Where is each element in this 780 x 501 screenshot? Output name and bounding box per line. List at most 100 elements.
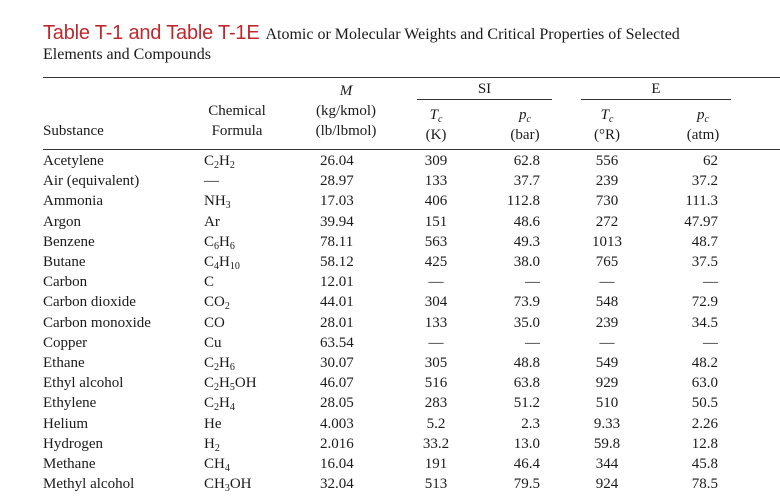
top-rule [43, 77, 780, 78]
critical-temp-k: — [428, 274, 444, 291]
substance-name: Acetylene [43, 153, 104, 169]
chemical-formula: C [204, 274, 215, 291]
critical-temp-k: 309 [424, 153, 448, 169]
substance-name: Air (equivalent) [43, 173, 140, 190]
table-row: Argon Ar 39.94 151 48.6 272 47.97 [0, 212, 780, 232]
chemical-formula: C6H6 [204, 233, 235, 252]
chemical-formula: C4H10 [204, 254, 240, 272]
chemical-formula: C2H4 [204, 395, 235, 414]
critical-temp-k: 305 [424, 355, 448, 371]
critical-pressure-atm: 2.26 [691, 415, 718, 432]
table-row: Ethylene C2H4 28.05 283 51.2 510 50.5 [0, 393, 780, 413]
substance-name: Ammonia [43, 193, 103, 210]
substance-name: Ethane [43, 355, 85, 371]
chemical-formula: CH4 [204, 456, 230, 474]
molecular-weight: 16.04 [320, 456, 354, 472]
header-tc-e: Tc [600, 107, 614, 125]
critical-pressure-bar: 37.7 [513, 173, 540, 190]
critical-temp-k: 191 [424, 456, 448, 472]
critical-pressure-atm: 48.2 [691, 355, 718, 371]
critical-pressure-bar: 62.8 [513, 153, 540, 169]
critical-pressure-bar: 112.8 [506, 193, 540, 210]
header-pc-si-unit: (bar) [510, 127, 540, 143]
substance-name: Methane [43, 456, 96, 472]
substance-name: Ethylene [43, 395, 97, 412]
critical-pressure-bar: 51.2 [513, 395, 540, 412]
header-e-group: E [651, 81, 661, 97]
critical-pressure-atm: 50.5 [691, 395, 718, 412]
substance-name: Benzene [43, 233, 95, 250]
critical-pressure-bar: 73.9 [513, 294, 540, 311]
critical-pressure-atm: 62 [703, 153, 718, 169]
table-row: Helium He 4.003 5.2 2.3 9.33 2.26 [0, 414, 780, 434]
molecular-weight: 17.03 [320, 193, 354, 210]
chemical-formula: He [204, 415, 222, 432]
header-tc-si: Tc [429, 107, 443, 125]
critical-temp-r: 730 [595, 193, 619, 210]
critical-temp-k: 563 [424, 233, 448, 250]
critical-pressure-atm: — [703, 334, 718, 351]
critical-temp-r: 929 [595, 375, 619, 392]
chemical-formula: C2H2 [204, 153, 235, 171]
chemical-formula: — [204, 173, 219, 190]
header-si-group: SI [477, 81, 492, 97]
critical-temp-k: 151 [424, 213, 448, 230]
molecular-weight: 46.07 [320, 375, 354, 392]
header-pc-e: pc [697, 107, 709, 125]
molecular-weight: 44.01 [320, 294, 354, 311]
critical-pressure-atm: — [703, 274, 718, 291]
table-row: Carbon C 12.01 — — — — [0, 272, 780, 292]
substance-name: Carbon [43, 274, 88, 291]
critical-temp-r: 239 [595, 314, 619, 331]
molecular-weight: 28.01 [320, 314, 354, 331]
critical-pressure-atm: 45.8 [691, 456, 718, 472]
critical-pressure-atm: 48.7 [691, 233, 718, 250]
critical-temp-k: 304 [424, 294, 448, 311]
substance-name: Hydrogen [43, 435, 103, 452]
critical-temp-r: 239 [595, 173, 619, 190]
molecular-weight: 63.54 [320, 334, 354, 351]
molecular-weight: 12.01 [320, 274, 354, 291]
molecular-weight: 39.94 [320, 213, 354, 230]
header-tc-si-unit: (K) [425, 127, 447, 143]
header-formula-line1: Chemical [208, 103, 266, 119]
table-row: Ethyl alcohol C2H5OH 46.07 516 63.8 929 63.0 [0, 373, 780, 393]
critical-pressure-bar: 48.6 [513, 213, 540, 230]
critical-temp-r: 59.8 [593, 435, 621, 452]
table-row: Butane C4H10 58.12 425 38.0 765 37.5 [0, 252, 780, 272]
critical-temp-k: 5.2 [426, 415, 446, 432]
table-row: Ethane C2H6 30.07 305 48.8 549 48.2 [0, 353, 780, 373]
critical-temp-k: 513 [424, 476, 448, 493]
critical-pressure-bar: 35.0 [513, 314, 540, 331]
header-tc-e-unit: (°R) [594, 127, 620, 143]
critical-temp-r: 1013 [592, 233, 622, 250]
critical-pressure-bar: 46.4 [513, 456, 540, 472]
critical-pressure-atm: 47.97 [684, 213, 718, 230]
critical-temp-k: 283 [424, 395, 448, 412]
critical-pressure-bar: 49.3 [513, 233, 540, 250]
header-mw-symbol: M [339, 83, 353, 99]
critical-temp-r: 924 [595, 476, 619, 493]
substance-name: Ethyl alcohol [43, 375, 124, 392]
molecular-weight: 2.016 [320, 435, 354, 452]
substance-name: Carbon monoxide [43, 314, 151, 331]
critical-temp-r: 549 [595, 355, 619, 371]
critical-temp-k: 133 [424, 314, 448, 331]
critical-pressure-bar: 13.0 [513, 435, 540, 452]
substance-name: Carbon dioxide [43, 294, 136, 311]
critical-pressure-bar: 63.8 [513, 375, 540, 392]
table-row: Ammonia NH3 17.03 406 112.8 730 111.3 [0, 191, 780, 211]
chemical-formula: CO2 [204, 294, 230, 313]
critical-temp-r: 344 [595, 456, 619, 472]
chemical-formula: Cu [204, 334, 222, 351]
critical-temp-k: 425 [424, 254, 448, 270]
table-row: Copper Cu 63.54 — — — — [0, 333, 780, 353]
critical-pressure-atm: 72.9 [691, 294, 718, 311]
header-rule [43, 149, 780, 150]
header-substance: Substance [43, 123, 104, 139]
critical-temp-r: — [599, 274, 615, 291]
critical-pressure-atm: 63.0 [691, 375, 718, 392]
critical-temp-r: 510 [595, 395, 619, 412]
critical-temp-k: — [428, 334, 444, 351]
critical-pressure-bar: 79.5 [513, 476, 540, 493]
